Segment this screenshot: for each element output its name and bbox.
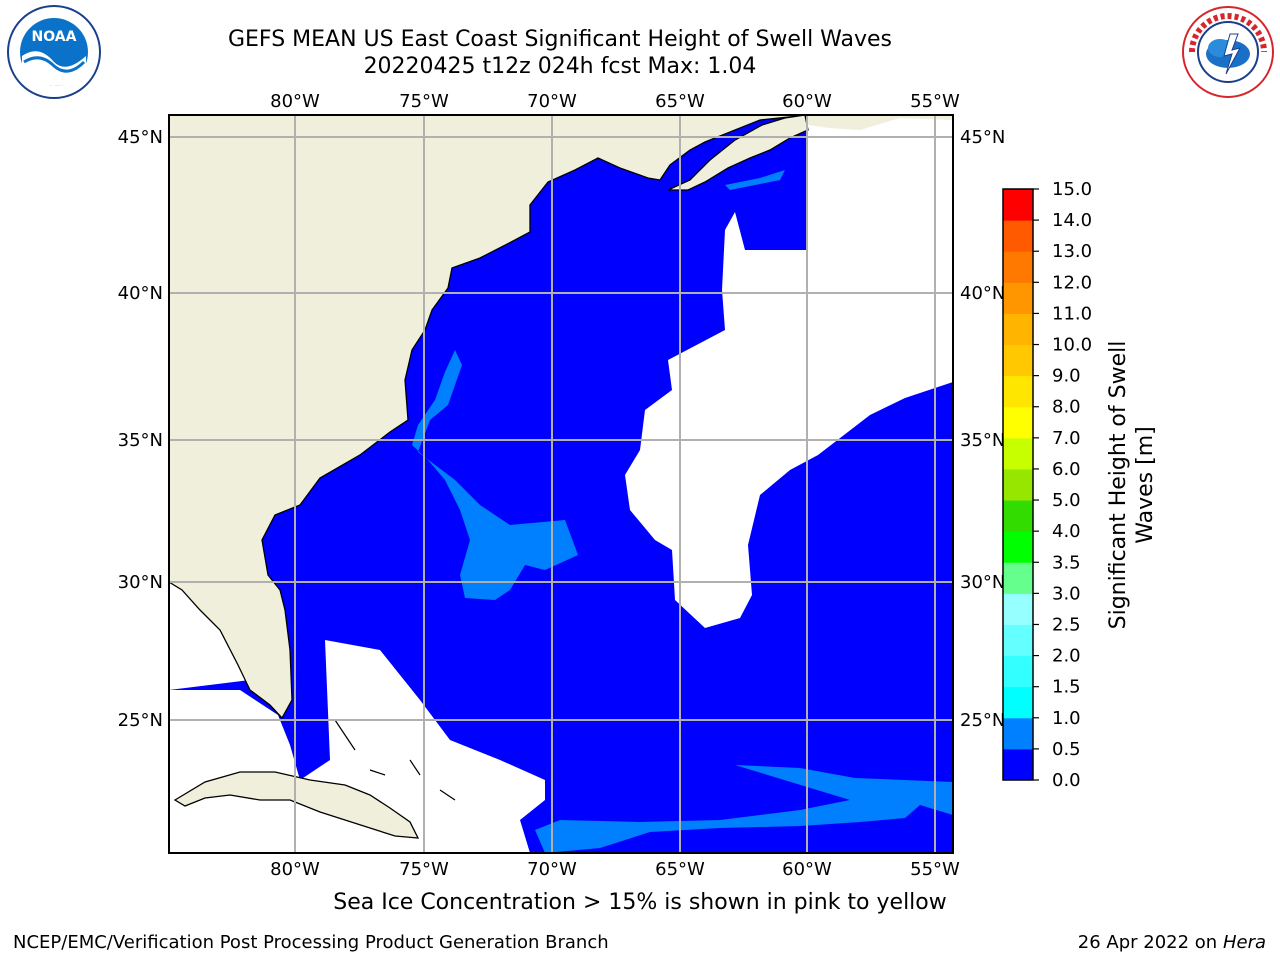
- colorbar-label-line2: Waves [m]: [1133, 426, 1158, 543]
- colorbar-frame: [1002, 188, 1034, 781]
- colorbar-swatch: [1003, 189, 1033, 221]
- noaa-logo-text: NOAA: [32, 29, 77, 45]
- lat-label-right: 25°N: [960, 710, 1005, 731]
- colorbar-tick-label: 1.0: [1052, 708, 1081, 729]
- lon-label-bottom: 65°W: [655, 859, 705, 880]
- lon-label-bottom: 60°W: [782, 859, 832, 880]
- lon-label-top: 60°W: [782, 91, 832, 112]
- lon-label-top: 70°W: [527, 91, 577, 112]
- colorbar-tick-label: 13.0: [1052, 241, 1092, 262]
- national-weather-service-logo-icon: [1182, 6, 1274, 98]
- lon-label-top: 80°W: [270, 91, 320, 112]
- lat-label-left: 25°N: [118, 710, 163, 731]
- chart-subtitle: 20220425 t12z 024h fcst Max: 1.04: [363, 54, 757, 79]
- colorbar-tick-label: 12.0: [1052, 272, 1092, 293]
- land-cuba: [173, 771, 420, 839]
- colorbar-tick-label: 3.0: [1052, 583, 1081, 604]
- colorbar-tick-label: 6.0: [1052, 459, 1081, 480]
- colorbar-swatch: [1003, 375, 1033, 408]
- colorbar-swatch: [1003, 282, 1033, 314]
- credit-machine: Hera: [1222, 932, 1266, 953]
- colorbar-swatch: [1003, 406, 1033, 439]
- colorbar-swatch: [1003, 655, 1033, 688]
- colorbar-tick-label: 0.0: [1052, 770, 1081, 791]
- colorbar-tick-label: 10.0: [1052, 335, 1092, 356]
- lon-label-top: 75°W: [399, 91, 449, 112]
- map-tick-labels: 80°W 80°W 75°W 75°W 70°W 70°W 65°W 65°W 60°W 60°W…: [118, 91, 1006, 880]
- colorbar-swatch: [1003, 748, 1033, 781]
- colorbar-swatch: [1003, 468, 1033, 501]
- colorbar-tick-label: 9.0: [1052, 366, 1081, 387]
- lat-label-right: 45°N: [960, 127, 1005, 148]
- no-data-region-southwest: [169, 580, 250, 690]
- map-panel: [169, 115, 953, 853]
- colorbar-swatch: [1003, 313, 1033, 346]
- map-frame: [168, 114, 954, 854]
- colorbar-tick-label: 8.0: [1052, 397, 1081, 418]
- colorbar-swatch: [1003, 717, 1033, 750]
- lon-label-top: 55°W: [910, 91, 960, 112]
- colorbar-tick-label: 11.0: [1052, 303, 1092, 324]
- lon-label-top: 65°W: [655, 91, 705, 112]
- colorbar-swatch: [1003, 220, 1033, 252]
- lat-label-left: 35°N: [118, 430, 163, 451]
- colorbar-tick-label: 2.0: [1052, 646, 1081, 667]
- lat-label-right: 35°N: [960, 430, 1005, 451]
- swell-zone-south: [535, 765, 953, 853]
- colorbar-swatch: [1003, 562, 1033, 594]
- lat-label-left: 45°N: [118, 127, 163, 148]
- colorbar-swatch: [1003, 593, 1033, 625]
- colorbar-tick-label: 2.5: [1052, 614, 1081, 635]
- lat-label-right: 30°N: [960, 572, 1005, 593]
- sea-ice-note: Sea Ice Concentration > 15% is shown in …: [333, 890, 947, 915]
- colorbar-tick-label: 5.0: [1052, 490, 1081, 511]
- credit-date: 26 Apr 2022 on Hera: [1078, 932, 1266, 953]
- colorbar-tick-label: 3.5: [1052, 552, 1081, 573]
- colorbar-label-line1: Significant Height of Swell: [1106, 341, 1131, 630]
- lat-label-right: 40°N: [960, 283, 1005, 304]
- lon-label-bottom: 75°W: [399, 859, 449, 880]
- colorbar-swatch: [1003, 344, 1033, 377]
- lon-label-bottom: 55°W: [910, 859, 960, 880]
- colorbar-swatch: [1003, 686, 1033, 719]
- lat-label-left: 40°N: [118, 283, 163, 304]
- colorbar-tick-label: 7.0: [1052, 428, 1081, 449]
- land-north-america: [169, 115, 809, 720]
- colorbar-tick-label: 14.0: [1052, 210, 1092, 231]
- colorbar-swatch: [1003, 500, 1033, 532]
- credit-branch: NCEP/EMC/Verification Post Processing Pr…: [13, 932, 609, 953]
- credit-date-text: 26 Apr 2022 on: [1077, 932, 1223, 953]
- colorbar: 0.0 0.5 1.0 1.5 2.0 2.5 3.0 3.5 4.0 5.0 6.0 7.0 8.0 9…: [1002, 179, 1092, 791]
- colorbar-swatch: [1003, 251, 1033, 283]
- swell-zone-northeast: [725, 170, 785, 190]
- lat-label-left: 30°N: [118, 572, 163, 593]
- colorbar-swatch: [1003, 437, 1033, 470]
- graticule: [169, 115, 953, 853]
- colorbar-tick-label: 0.5: [1052, 739, 1081, 760]
- noaa-logo-icon: NOAA: [7, 5, 101, 99]
- colorbar-tick-label: 15.0: [1052, 179, 1092, 200]
- land-newfoundland: [808, 115, 953, 130]
- colorbar-swatch: [1003, 531, 1033, 563]
- no-data-region-center: [625, 115, 953, 628]
- colorbar-tick-label: 4.0: [1052, 521, 1081, 542]
- colorbar-swatch: [1003, 624, 1033, 657]
- land-bahamas: [334, 719, 456, 801]
- lon-label-bottom: 70°W: [527, 859, 577, 880]
- swell-zone-gulfstream: [412, 350, 578, 600]
- chart-title: GEFS MEAN US East Coast Significant Heig…: [227, 27, 893, 52]
- lon-label-bottom: 80°W: [270, 859, 320, 880]
- colorbar-tick-label: 1.5: [1052, 677, 1081, 698]
